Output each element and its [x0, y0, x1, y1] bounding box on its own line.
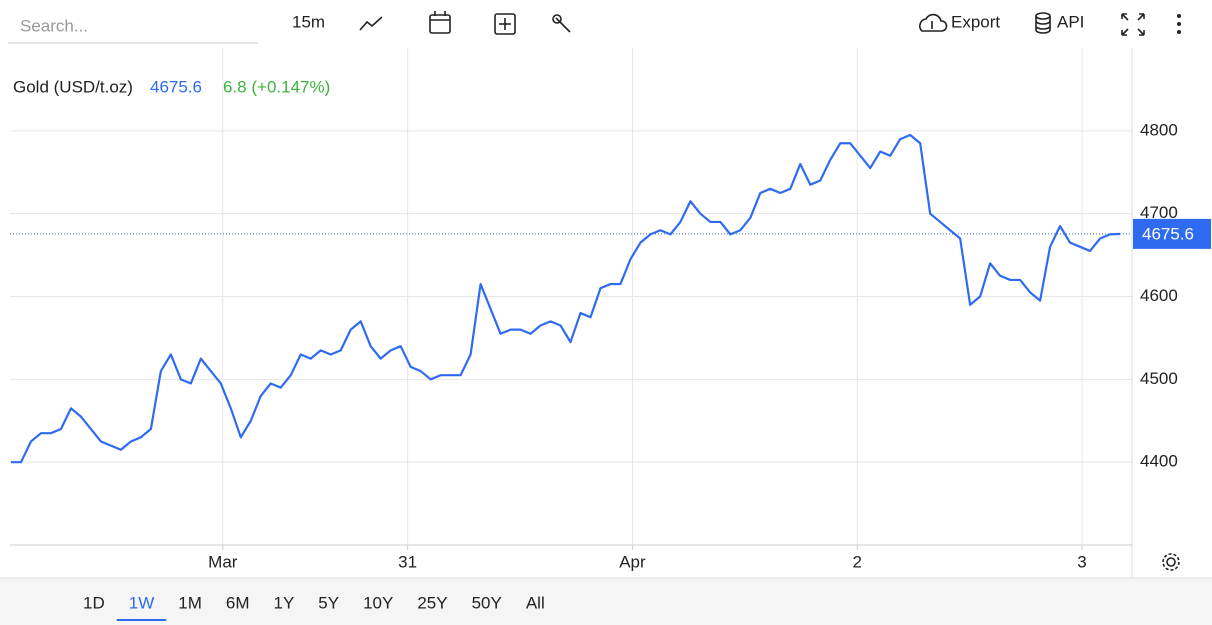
- price-change: 6.8 (+0.147%): [223, 77, 330, 96]
- search-box[interactable]: Search...: [20, 16, 88, 35]
- range-button[interactable]: 10Y: [363, 593, 393, 612]
- x-tick-label: 3: [1077, 552, 1086, 571]
- range-button[interactable]: 1W: [129, 593, 155, 612]
- interval-button[interactable]: 15m: [292, 12, 325, 31]
- instrument-name: Gold (USD/t.oz): [13, 77, 133, 96]
- range-button[interactable]: 50Y: [472, 593, 502, 612]
- price-line: [10, 133, 1121, 464]
- range-button[interactable]: All: [526, 593, 545, 612]
- y-tick-label: 4400: [1140, 452, 1178, 471]
- last-price-tag: [1133, 218, 1211, 249]
- range-button[interactable]: 25Y: [417, 593, 447, 612]
- y-tick-label: 4700: [1140, 203, 1178, 222]
- x-tick-label: 31: [398, 552, 417, 571]
- chart-type-icon[interactable]: [359, 16, 383, 31]
- settings-gear[interactable]: [1162, 553, 1180, 571]
- x-tick-label: Apr: [619, 552, 646, 571]
- more-menu[interactable]: [1177, 14, 1181, 34]
- range-button[interactable]: 1Y: [273, 593, 294, 612]
- api-button[interactable]: API: [1035, 12, 1084, 34]
- y-tick-label: 4600: [1140, 286, 1178, 305]
- legend: Gold (USD/t.oz) 4675.6 6.8 (+0.147%): [13, 77, 330, 96]
- export-button[interactable]: Export: [919, 12, 1001, 32]
- toolbar: Search... 15m Export API: [8, 11, 1181, 44]
- compare-icon[interactable]: [494, 13, 516, 35]
- y-tick-label: 4800: [1140, 120, 1178, 139]
- last-price: 4675.6: [150, 77, 202, 96]
- last-price-tag-label: 4675.6: [1142, 224, 1194, 243]
- range-button[interactable]: 1M: [178, 593, 202, 612]
- x-tick-label: 2: [853, 552, 862, 571]
- settings-wrench-icon[interactable]: [552, 14, 571, 33]
- fullscreen-icon[interactable]: [1121, 13, 1145, 36]
- range-button[interactable]: 5Y: [318, 593, 339, 612]
- range-button[interactable]: 6M: [226, 593, 250, 612]
- api-label: API: [1057, 12, 1084, 31]
- x-tick-label: Mar: [208, 552, 238, 571]
- calendar-icon[interactable]: [429, 11, 451, 34]
- export-label: Export: [951, 12, 1000, 31]
- plot: 4400 4500 4600 4700 4800 Mar 31 Apr 2 3 4675.6: [10, 48, 1211, 571]
- range-button[interactable]: 1D: [83, 593, 105, 612]
- y-tick-label: 4500: [1140, 369, 1178, 388]
- range-buttons: 1D 1W 1M 6M 1Y 5Y 10Y 25Y 50Y All: [83, 593, 545, 621]
- range-bar: [0, 578, 1212, 625]
